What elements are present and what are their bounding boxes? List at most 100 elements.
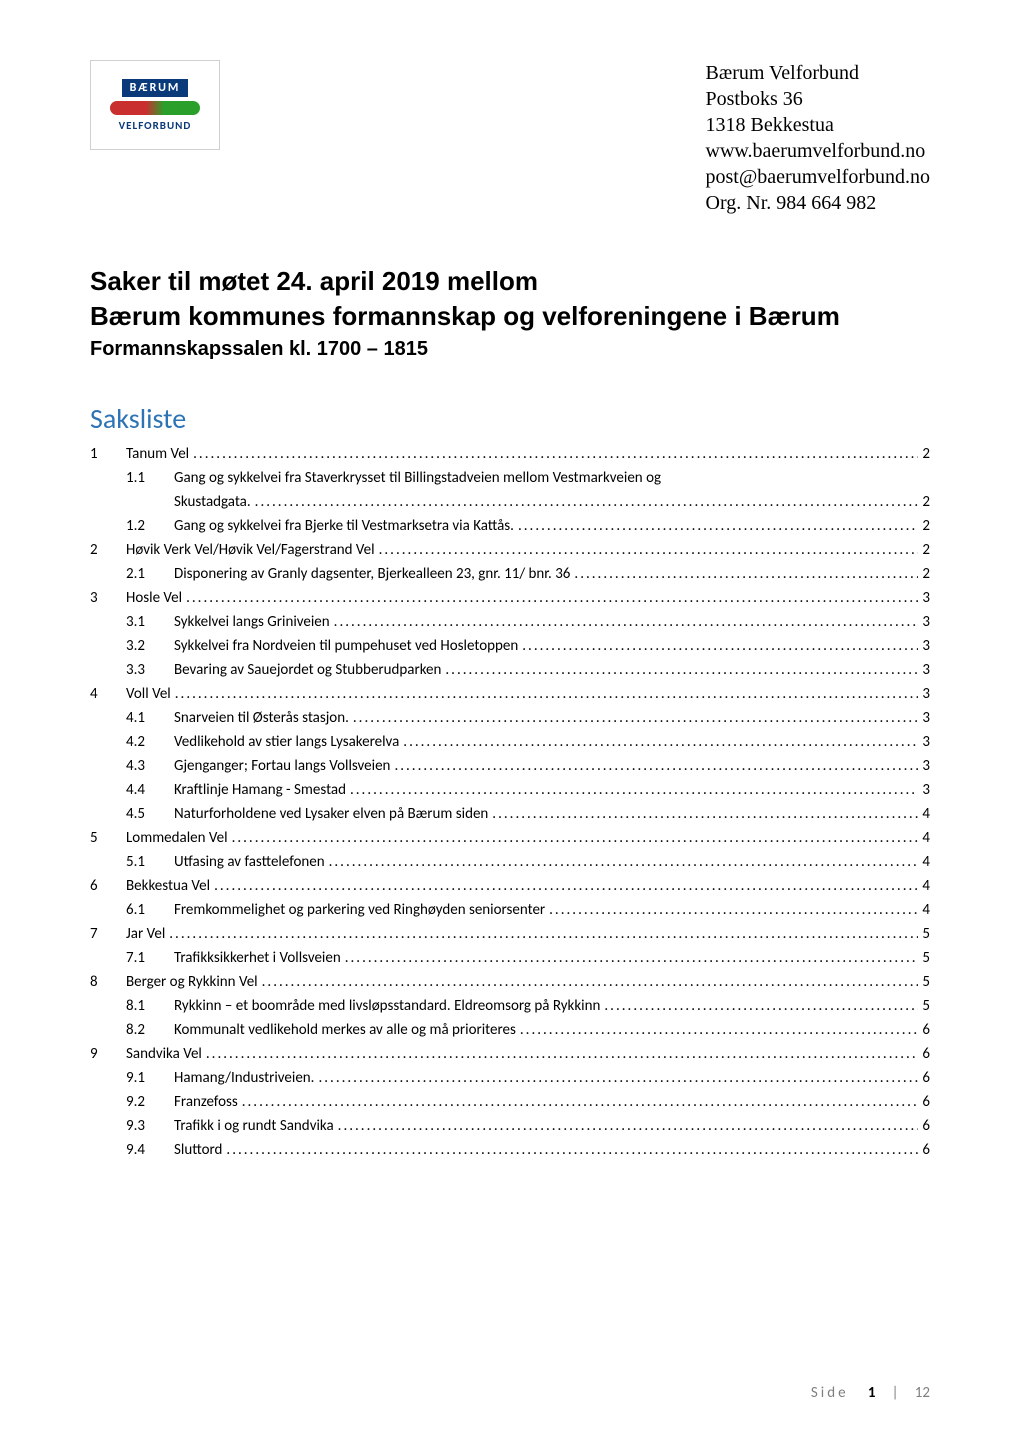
toc-page: 3 [918,660,930,681]
toc-page: 3 [918,732,930,753]
toc-leader: ........................................… [232,828,919,849]
toc-leader: ........................................… [169,924,918,945]
org-number: Org. Nr. 984 664 982 [706,190,930,216]
toc-entry: 4Voll Vel...............................… [90,684,930,705]
toc-entry: 2Høvik Verk Vel/Høvik Vel/Fagerstrand Ve… [90,540,930,561]
toc-page: 6 [918,1068,930,1089]
org-web: www.baerumvelforbund.no [706,138,930,164]
toc-leader: ........................................… [379,540,919,561]
toc-entry: 9.3Trafikk i og rundt Sandvika..........… [90,1116,930,1137]
toc-leader: ........................................… [329,852,919,873]
toc-entry: 3.3Bevaring av Sauejordet og Stubberudpa… [90,660,930,681]
toc-num: 2.1 [126,564,174,585]
toc-entry: 4.4Kraftlinje Hamang - Smestad..........… [90,780,930,801]
toc-label: Fremkommelighet og parkering ved Ringhøy… [174,900,549,921]
document-header: BÆRUM VELFORBUND Bærum Velforbund Postbo… [90,60,930,216]
toc-leader: ........................................… [574,564,918,585]
logo-graphic [110,101,200,115]
toc-entry: 1.1Gang og sykkelvei fra Staverkrysset t… [90,468,930,489]
toc-label: Kraftlinje Hamang - Smestad [174,780,350,801]
toc-label: Hamang/Industriveien. [174,1068,318,1089]
toc-page: 6 [918,1092,930,1113]
toc-page: 6 [918,1116,930,1137]
toc-label: Utfasing av fasttelefonen [174,852,329,873]
toc-num: 9.2 [126,1092,174,1113]
toc-num: 3.1 [126,612,174,633]
toc-label: Sluttord [174,1140,226,1161]
toc-page: 2 [918,540,930,561]
toc-leader: ........................................… [445,660,918,681]
org-email: post@baerumvelforbund.no [706,164,930,190]
toc-page: 2 [918,564,930,585]
toc-num: 1.2 [126,516,174,537]
toc-num: 9.1 [126,1068,174,1089]
toc-entry: 4.1Snarveien til Østerås stasjon........… [90,708,930,729]
toc-num: 5 [90,828,126,849]
toc-leader: ........................................… [214,876,918,897]
toc-entry: 9.2Franzefoss...........................… [90,1092,930,1113]
toc-num: 8.1 [126,996,174,1017]
toc-entry: 4.5Naturforholdene ved Lysaker elven på … [90,804,930,825]
toc-heading: Saksliste [90,401,930,436]
toc-label: Trafikksikkerhet i Vollsveien [174,948,345,969]
toc-leader: ........................................… [350,780,918,801]
toc-label: Snarveien til Østerås stasjon. [174,708,353,729]
toc-leader: ........................................… [226,1140,918,1161]
toc-leader: ........................................… [403,732,918,753]
toc-page: 5 [918,972,930,993]
toc-leader: ........................................… [522,636,918,657]
document-title: Saker til møtet 24. april 2019 mellom Bæ… [90,266,930,361]
toc-entry: 8.1Rykkinn – et boområde med livsløpssta… [90,996,930,1017]
toc-entry: 4.3Gjenganger; Fortau langs Vollsveien..… [90,756,930,777]
toc-label: Sandvika Vel [126,1044,206,1065]
toc-page: 3 [918,780,930,801]
footer-page-current: 1 [868,1384,876,1402]
toc-label: Disponering av Granly dagsenter, Bjerkea… [174,564,574,585]
toc-num: 7.1 [126,948,174,969]
toc-page: 3 [918,636,930,657]
toc-leader: ........................................… [345,948,919,969]
toc-label: Gang og sykkelvei fra Bjerke til Vestmar… [174,516,518,537]
toc-num: 6.1 [126,900,174,921]
toc-leader: ........................................… [338,1116,919,1137]
title-line-1: Saker til møtet 24. april 2019 mellom [90,266,930,297]
org-contact-block: Bærum Velforbund Postboks 36 1318 Bekkes… [706,60,930,216]
toc-entry: 7Jar Vel................................… [90,924,930,945]
toc-label: Berger og Rykkinn Vel [126,972,262,993]
toc-page: 3 [918,756,930,777]
footer-page-total: 12 [915,1384,930,1402]
toc-entry: 1.2Gang og sykkelvei fra Bjerke til Vest… [90,516,930,537]
toc-leader: ........................................… [186,588,918,609]
toc-entry: 6.1Fremkommelighet og parkering ved Ring… [90,900,930,921]
toc-label: Vedlikehold av stier langs Lysakerelva [174,732,403,753]
org-logo: BÆRUM VELFORBUND [90,60,220,150]
toc-num: 9 [90,1044,126,1065]
toc-page: 5 [918,996,930,1017]
toc-num: 5.1 [126,852,174,873]
toc-num: 4.5 [126,804,174,825]
toc-leader: ........................................… [353,708,919,729]
toc-entry: 9Sandvika Vel...........................… [90,1044,930,1065]
toc-entry: 4.2Vedlikehold av stier langs Lysakerelv… [90,732,930,753]
toc-page: 2 [918,492,930,513]
toc-entry: 3Hosle Vel..............................… [90,588,930,609]
toc-label: Gjenganger; Fortau langs Vollsveien [174,756,394,777]
org-addr2: 1318 Bekkestua [706,112,930,138]
org-name: Bærum Velforbund [706,60,930,86]
toc-page: 4 [918,828,930,849]
toc-entry: 1Tanum Vel..............................… [90,444,930,465]
toc-num: 1.1 [126,468,174,489]
toc-leader: ........................................… [394,756,918,777]
toc-entry: 3.1Sykkelvei langs Griniveien...........… [90,612,930,633]
toc-entry: 8Berger og Rykkinn Vel..................… [90,972,930,993]
toc-page: 6 [918,1140,930,1161]
toc-entry: 9.1Hamang/Industriveien.................… [90,1068,930,1089]
toc-label: Skustadgata. [174,492,255,513]
toc-page: 4 [918,900,930,921]
toc-page: 2 [918,516,930,537]
toc-leader: ........................................… [518,516,918,537]
toc-leader: ........................................… [334,612,919,633]
toc-label: Franzefoss [174,1092,242,1113]
toc-page: 4 [918,804,930,825]
toc-leader: ........................................… [262,972,919,993]
